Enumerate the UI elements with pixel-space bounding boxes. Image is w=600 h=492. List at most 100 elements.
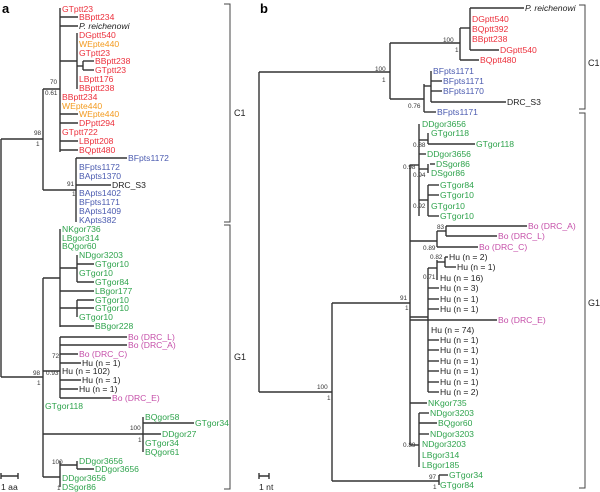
scale-label-a: 1 aa: [1, 482, 18, 492]
leaf-label: BBptt238: [472, 34, 508, 44]
leaf-label: GTgor10: [440, 211, 474, 221]
support-value: 1: [37, 380, 41, 387]
clade-bracket-a-c1: [224, 3, 231, 223]
leaf-label: BFpts1171: [443, 76, 484, 86]
leaf-label: GTgor10: [79, 312, 113, 322]
support-value: 0.92: [413, 203, 426, 210]
leaf-label: LBgor185: [422, 460, 459, 470]
leaf-label: Bo (DRC_E): [112, 393, 160, 403]
support-value: 1: [57, 485, 61, 492]
clade-label-b-c1: C1: [588, 58, 600, 68]
leaf-label: GTgor10: [95, 259, 129, 269]
leaf-label: BFpts1171: [79, 197, 120, 207]
leaf-label: GTgor34: [449, 470, 483, 480]
leaf-label: Hu (n = 74): [431, 325, 474, 335]
leaf-label: DSgor86: [431, 168, 465, 178]
leaf-label: BBptt234: [62, 92, 98, 102]
leaf-label: GTgor118: [476, 139, 514, 149]
leaf-label: GTgor84: [95, 277, 129, 287]
leaf-label: DRC_S3: [507, 97, 541, 107]
leaf-label: BApts1370: [79, 171, 121, 181]
leaf-label: Bo (DRC_C): [79, 349, 127, 359]
support-value: 0.89: [423, 245, 436, 252]
support-value: 1: [455, 47, 459, 54]
support-value: 100: [130, 425, 141, 432]
clade-label-a-g1: G1: [234, 352, 246, 362]
leaf-label: DGptt540: [500, 45, 537, 55]
support-value: 0.82: [430, 254, 443, 261]
support-value: 98: [34, 130, 42, 137]
leaf-label: Hu (n = 1): [440, 366, 479, 376]
leaf-label: BFpts1172: [128, 153, 169, 163]
leaf-label: BQptt392: [472, 24, 509, 34]
leaf-label: DDgor3656: [422, 119, 466, 129]
leaf-label: DGptt540: [472, 14, 509, 24]
support-value: 97: [429, 474, 437, 481]
clade-bracket-b-c1: [579, 4, 586, 110]
support-value: 0.61: [45, 90, 58, 97]
leaf-label: DDgor3656: [95, 464, 139, 474]
leaf-label: BQgor60: [62, 241, 97, 251]
leaf-label: Bo (DRC_A): [528, 221, 576, 231]
leaf-label: KApts382: [79, 215, 116, 225]
support-value: 0.93: [46, 370, 59, 377]
leaf-label: NKgor735: [428, 398, 467, 408]
leaf-label: NKgor736: [62, 224, 101, 234]
panel-a-label: a: [2, 1, 10, 16]
leaf-label: BQgor61: [145, 447, 180, 457]
support-value: 1: [382, 77, 386, 84]
leaf-label: P. reichenowi: [525, 3, 577, 13]
support-value: 1: [72, 191, 76, 198]
leaf-label: DSgor86: [436, 159, 470, 169]
leaf-label: GTgor84: [440, 180, 474, 190]
leaf-label: Hu (n = 1): [440, 377, 479, 387]
leaf-label: DSgor86: [62, 482, 96, 492]
leaf-label: BBptt234: [79, 12, 115, 22]
leaf-label: Hu (n = 102): [62, 366, 110, 376]
leaf-label: BApts1409: [79, 206, 121, 216]
leaf-label: LBptt176: [79, 74, 114, 84]
leaf-label: WEpte440: [79, 109, 119, 119]
scale-label-b: 1 nt: [259, 482, 274, 492]
support-value: 1: [36, 141, 40, 148]
leaf-label: BQptt480: [79, 145, 116, 155]
leaf-label: GTgor34: [145, 438, 179, 448]
leaf-label: Bo (DRC_C): [479, 242, 527, 252]
leaf-label: GTptt23: [95, 65, 126, 75]
leaf-label: GTgor84: [440, 480, 474, 490]
leaf-label: Hu (n = 1): [79, 384, 118, 394]
clade-label-b-g1: G1: [588, 298, 600, 308]
leaf-label: WEpte440: [79, 39, 119, 49]
leaf-label: GTgor118: [45, 401, 83, 411]
leaf-label: BQgor58: [145, 412, 180, 422]
support-value: 0.94: [413, 172, 426, 179]
leaf-label: Hu (n = 1): [82, 358, 121, 368]
leaf-label: NDgor3203: [422, 439, 466, 449]
support-value: 0.98: [403, 164, 416, 171]
leaf-label: BFpts1170: [443, 86, 484, 96]
leaf-label: Bo (DRC_L): [128, 332, 175, 342]
leaf-label: Hu (n = 1): [440, 356, 479, 366]
leaf-label: P. reichenowi: [79, 21, 131, 31]
leaf-label: Hu (n = 1): [457, 262, 496, 272]
clade-bracket-b-g1: [579, 112, 586, 489]
support-value: 0.71: [423, 274, 436, 281]
leaf-label: GTgor10: [440, 190, 474, 200]
leaf-label: NDgor3203: [79, 250, 123, 260]
leaf-label: Hu (n = 16): [440, 273, 483, 283]
leaf-label: BQgor60: [438, 418, 473, 428]
support-value: 1: [405, 305, 409, 312]
clade-bracket-a-g1: [224, 224, 231, 490]
leaf-label: Hu (n = 1): [440, 294, 479, 304]
support-value: 1: [327, 395, 331, 402]
leaf-label: Hu (n = 2): [440, 387, 479, 397]
leaf-label: BFpts1171: [437, 107, 478, 117]
leaf-label: DDgor3656: [79, 456, 123, 466]
leaf-label: BFpts1171: [433, 66, 474, 76]
leaf-label: BBptt238: [79, 83, 115, 93]
leaf-label: GTptt722: [62, 127, 98, 137]
leaf-label: LBgor314: [422, 450, 459, 460]
leaf-label: DDgor3656: [427, 149, 471, 159]
